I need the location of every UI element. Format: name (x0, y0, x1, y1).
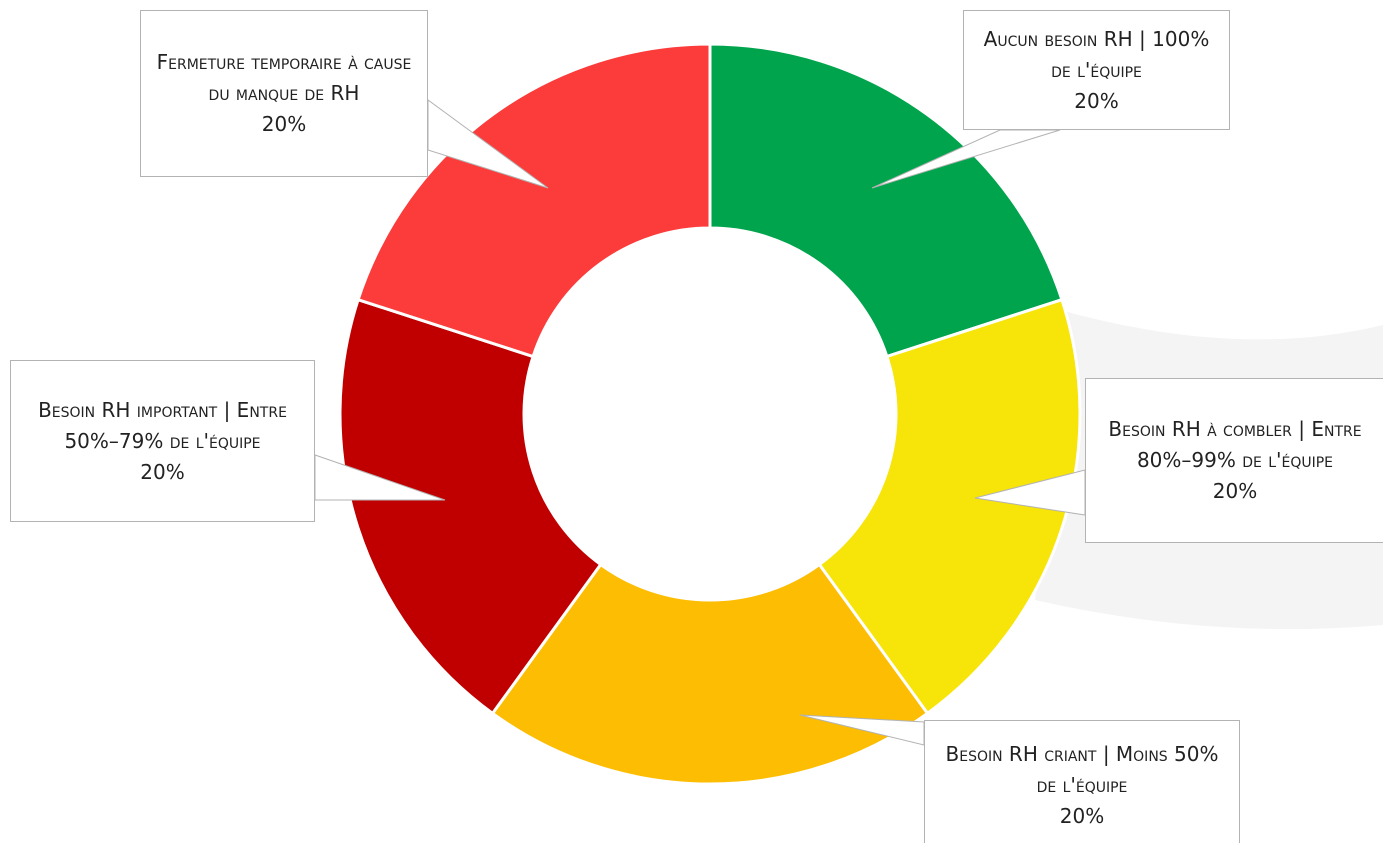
donut-segment (708, 42, 1064, 359)
value-label: 20% (140, 459, 185, 484)
callout-label: Fermeture temporaire à cause du manque d… (140, 10, 428, 177)
callout-pointer (314, 454, 446, 501)
value-label: 20% (1059, 803, 1105, 828)
category-label: Besoin RH criant | Moins 50% de l'équipe (945, 741, 1219, 797)
category-label: Aucun besoin RH | 100% de l'équipe (983, 26, 1210, 82)
value-label: 20% (1212, 479, 1258, 503)
donut-segment (338, 297, 603, 716)
value-label: 20% (1074, 88, 1119, 113)
donut-segment (490, 562, 930, 786)
donut-segment (817, 297, 1082, 716)
callout-label: Aucun besoin RH | 100% de l'équipe 20% (963, 10, 1230, 130)
callout-label: Besoin RH important | Entre 50%–79% de l… (10, 360, 315, 522)
category-label: Besoin RH important | Entre 50%–79% de l… (38, 397, 287, 453)
callout-pointer (427, 99, 549, 189)
callout-label: Besoin RH criant | Moins 50% de l'équipe… (924, 720, 1240, 843)
donut-segment (356, 42, 712, 359)
category-label: Fermeture temporaire à cause du manque d… (156, 50, 412, 105)
value-label: 20% (261, 112, 307, 136)
callout-pointer (871, 129, 1061, 189)
category-label: Besoin RH à combler | Entre 80%–99% de l… (1108, 417, 1362, 472)
callout-label: Besoin RH à combler | Entre 80%–99% de l… (1085, 378, 1383, 543)
segments (338, 42, 1082, 786)
